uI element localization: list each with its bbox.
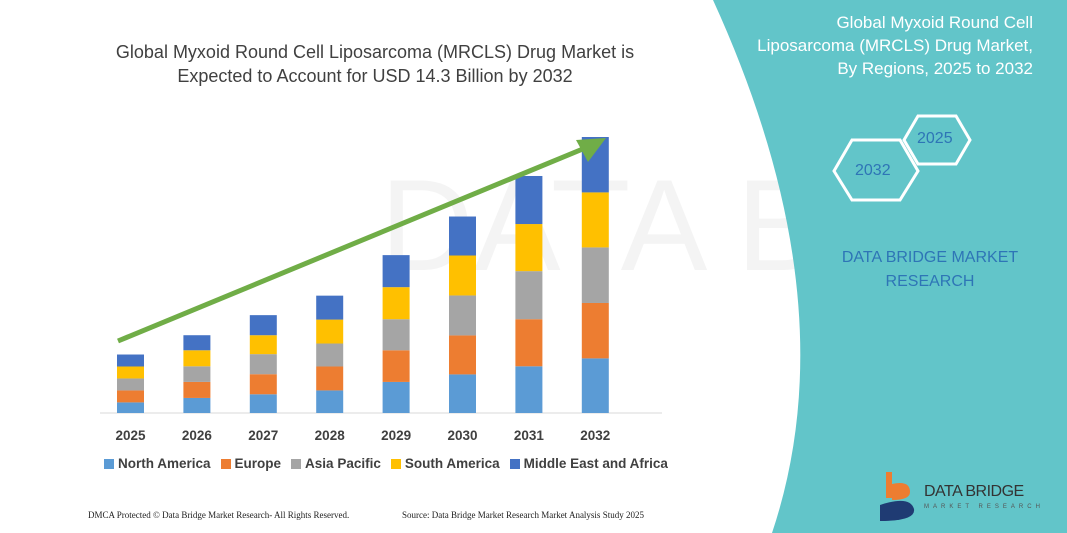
bar-segment-2025-1: [117, 390, 144, 403]
side-title-line-1: Global Myxoid Round Cell: [836, 13, 1033, 32]
footer-copyright: DMCA Protected © Data Bridge Market Rese…: [88, 510, 350, 520]
hexagon-2025: [902, 114, 972, 166]
legend-swatch: [104, 458, 114, 469]
bar-segment-2032-1: [581, 302, 609, 359]
trend-arrow-shaft: [117, 143, 591, 344]
side-panel-title: Global Myxoid Round Cell Liposarcoma (MR…: [733, 11, 1033, 80]
bar-segment-2027-0: [249, 394, 277, 413]
side-title-line-3: By Regions, 2025 to 2032: [837, 59, 1033, 78]
legend-swatch: [291, 458, 302, 469]
title-line-2: Expected to Account for USD 14.3 Billion…: [177, 66, 573, 86]
side-panel: [713, 0, 1067, 533]
hexagon-2032: [832, 138, 920, 202]
bar-segment-2031-4: [515, 175, 543, 225]
x-tick-label: 2029: [381, 428, 411, 443]
bar-segment-2028-3: [316, 319, 344, 344]
brand-line-1: DATA BRIDGE MARKET: [841, 249, 1019, 266]
legend-swatch: [220, 458, 231, 469]
bar-segment-2031-0: [515, 366, 543, 413]
brand-line-2: RESEARCH: [885, 273, 975, 290]
legend-item: Asia Pacific: [291, 456, 381, 471]
bar-segment-2031-2: [515, 271, 543, 320]
title-line-1: Global Myxoid Round Cell Liposarcoma (MR…: [115, 42, 635, 62]
bar-segment-2028-1: [316, 366, 344, 391]
bar-segment-2026-3: [183, 350, 211, 367]
bar-segment-2027-4: [249, 315, 277, 336]
bar-segment-2032-2: [581, 247, 609, 303]
bar-segment-2029-2: [382, 319, 410, 351]
footer-source: Source: Data Bridge Market Research Mark…: [402, 510, 644, 520]
bar-segment-2032-3: [581, 192, 609, 248]
x-tick-label: 2028: [315, 428, 346, 443]
x-tick-label: 2030: [447, 428, 477, 443]
x-tick-label: 2025: [115, 428, 146, 443]
legend-swatch: [390, 458, 401, 469]
legend-label: North America: [118, 456, 211, 471]
legend: North America Europe Asia Pacific South Ame…: [104, 456, 668, 471]
logo-name: DATA BRIDGE: [924, 483, 1024, 500]
chart-title: Global Myxoid Round Cell Liposarcoma (MR…: [90, 40, 660, 88]
bar-segment-2027-2: [249, 354, 277, 375]
chart: 2025 2026 2027 2028 2029 2030 2031 2032: [100, 137, 662, 443]
bar-segment-2030-0: [449, 374, 476, 413]
bar-segment-2025-2: [117, 378, 144, 391]
bar-segment-2031-1: [515, 319, 543, 367]
bar-segment-2029-4: [382, 255, 410, 288]
bar-segment-2030-1: [449, 335, 476, 375]
bar-segment-2032-0: [581, 358, 609, 413]
bar-segment-2030-4: [449, 216, 476, 256]
brand-text: DATA BRIDGE MARKET RESEARCH: [830, 246, 1030, 294]
bar-segment-2028-4: [316, 295, 344, 320]
x-tick-label: 2027: [248, 428, 278, 443]
logo-tagline: MARKET RESEARCH: [924, 504, 1044, 510]
legend-label: Middle East and Africa: [523, 456, 668, 471]
legend-item: Europe: [220, 456, 282, 471]
bar-segment-2029-1: [382, 350, 410, 382]
bar-segment-2028-0: [316, 390, 344, 413]
bar-segment-2026-2: [183, 366, 211, 382]
x-tick-label: 2032: [580, 428, 610, 443]
legend-item: Middle East and Africa: [509, 456, 668, 471]
hex-label-2025: 2025: [917, 130, 953, 147]
bar-segment-2030-3: [449, 255, 476, 296]
legend-item: North America: [104, 456, 211, 471]
legend-label: Asia Pacific: [305, 456, 381, 471]
bar-segment-2025-0: [117, 402, 144, 413]
legend-item: South America: [390, 456, 500, 471]
x-tick-label: 2031: [514, 428, 545, 443]
side-title-line-2: Liposarcoma (MRCLS) Drug Market,: [757, 36, 1033, 55]
bar-segment-2031-3: [515, 224, 543, 272]
bar-segment-2029-3: [382, 287, 410, 320]
logo-icon: [880, 472, 915, 521]
bar-segment-2027-3: [249, 335, 277, 355]
bar-segment-2026-0: [183, 397, 211, 413]
bar-segment-2026-1: [183, 381, 211, 398]
x-tick-label: 2026: [182, 428, 213, 443]
hex-label-2032: 2032: [855, 162, 891, 179]
bar-segment-2026-4: [183, 335, 211, 351]
legend-label: South America: [404, 456, 500, 471]
trend-arrow-head: [576, 138, 606, 162]
legend-label: Europe: [234, 456, 282, 471]
bar-segment-2028-2: [316, 343, 344, 367]
bar-segment-2029-0: [382, 381, 410, 413]
legend-swatch: [509, 458, 520, 469]
bar-segment-2025-4: [117, 354, 144, 367]
bar-segment-2027-1: [249, 374, 277, 395]
bar-segment-2025-3: [117, 366, 144, 379]
bar-segment-2030-2: [449, 295, 476, 336]
